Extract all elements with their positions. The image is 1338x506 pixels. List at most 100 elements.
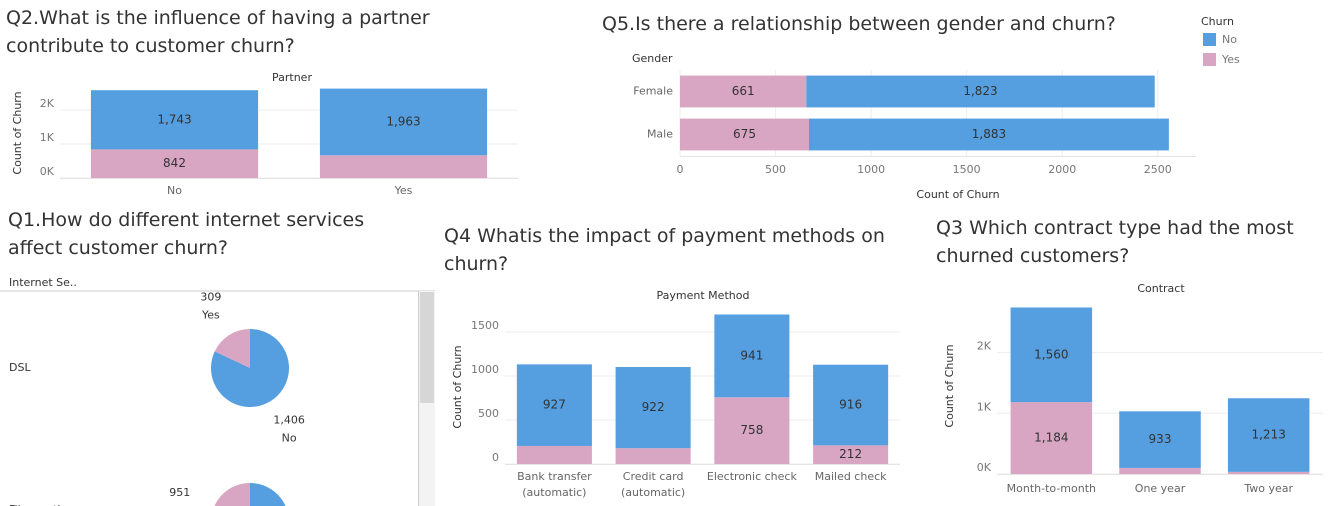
legend-label: Yes <box>1221 53 1240 66</box>
data-label: 1,883 <box>972 127 1006 141</box>
x-tick-label-text: Credit card (automatic) <box>621 470 686 499</box>
y-tick-label: 1000 <box>471 363 499 376</box>
data-label: 212 <box>839 447 862 461</box>
bar-segment <box>615 448 691 464</box>
pie-slice <box>250 483 286 506</box>
bar-segment <box>813 445 889 464</box>
bar-segment <box>516 445 592 464</box>
legend-label: No <box>1222 33 1237 46</box>
x-tick-label: Month-to-month <box>1007 482 1096 495</box>
x-tick-label: 0 <box>677 163 684 176</box>
x-tick-label: Electronic check <box>707 470 797 483</box>
x-tick-label: Mailed check <box>814 470 887 483</box>
legend-swatch <box>1203 33 1216 46</box>
slice-name: Yes <box>201 308 220 321</box>
y-axis-label: Count of Churn <box>11 91 24 174</box>
data-label: 922 <box>642 400 665 414</box>
chart-title: Q5.Is there a relationship between gende… <box>602 13 1116 35</box>
axis-header: Payment Method <box>657 289 750 302</box>
row-label: Fiber optic <box>9 503 66 506</box>
row-label: DSL <box>9 361 31 374</box>
y-tick-label: Male <box>647 128 673 141</box>
y-tick-label: 0K <box>977 461 992 474</box>
data-label: 661 <box>732 84 755 98</box>
bar-segment <box>90 90 259 150</box>
data-label: 1,963 <box>386 114 420 128</box>
y-tick-label: 1K <box>40 131 55 144</box>
bar-segment <box>680 75 807 108</box>
data-label: 675 <box>733 127 756 141</box>
scrollbar-thumb[interactable] <box>420 292 434 403</box>
pie-slice <box>214 483 250 506</box>
y-axis-label: Count of Churn <box>943 344 956 427</box>
x-tick-label: 2500 <box>1144 163 1172 176</box>
bar-segment <box>319 155 488 178</box>
x-tick-label: Credit card (automatic) <box>621 470 686 499</box>
x-tick-label: 1000 <box>857 163 885 176</box>
data-label: 916 <box>839 398 862 412</box>
data-label: 842 <box>163 156 186 170</box>
axis-header: Gender <box>632 52 673 65</box>
bar-segment <box>1227 471 1310 474</box>
chart-title: Q2.What is the influence of having a par… <box>6 7 430 57</box>
data-label: 933 <box>1149 432 1172 446</box>
chart-title: Q1.How do different internet services af… <box>8 209 365 259</box>
x-tick-label: Two year <box>1243 482 1293 495</box>
chart-title: Q3 Which contract type had the most chur… <box>936 217 1294 267</box>
bar-segment <box>516 364 592 446</box>
y-tick-label: 0 <box>492 451 499 464</box>
bar-segment <box>1119 411 1201 468</box>
y-tick-label: 0K <box>40 165 55 178</box>
x-tick-label: Bank transfer (automatic) <box>517 470 592 499</box>
y-axis-label: Count of Churn <box>451 345 464 428</box>
bar-segment <box>714 314 790 398</box>
legend-swatch <box>1203 53 1216 66</box>
y-tick-label: Female <box>633 85 673 98</box>
bar-segment <box>680 118 809 151</box>
x-tick-label: No <box>167 184 182 197</box>
bar-segment <box>1119 467 1201 474</box>
bar-segment <box>714 397 790 464</box>
data-label: 1,184 <box>1034 431 1068 445</box>
x-tick-label-text: Bank transfer (automatic) <box>517 470 592 499</box>
data-label: 1,823 <box>963 84 997 98</box>
axis-header: Internet Se.. <box>9 276 77 289</box>
data-label: 758 <box>740 423 763 437</box>
x-tick-label: 1500 <box>953 163 981 176</box>
bar-segment <box>1227 398 1310 472</box>
data-label: 309 <box>200 290 221 303</box>
x-tick-label: One year <box>1135 482 1186 495</box>
chart-title: Q4 Whatis the impact of payment methods … <box>444 225 885 275</box>
bar-segment <box>615 367 691 449</box>
x-tick-label: 2000 <box>1048 163 1076 176</box>
x-axis-label: Count of Churn <box>916 188 999 201</box>
data-label: 1,213 <box>1251 428 1285 442</box>
bar-segment <box>1010 402 1093 474</box>
bar-segment <box>1010 307 1093 403</box>
y-tick-label: 1500 <box>471 319 499 332</box>
x-tick-label-text: Mailed check <box>814 470 887 483</box>
y-tick-label: 1K <box>977 400 992 413</box>
y-tick-label: 2K <box>977 340 992 353</box>
data-label: 1,560 <box>1034 347 1068 361</box>
data-label: 951 <box>169 486 190 499</box>
slice-name: No <box>282 432 297 445</box>
axis-header: Contract <box>1137 282 1185 295</box>
data-label: 1,743 <box>157 112 191 126</box>
data-label: 941 <box>740 348 763 362</box>
data-label: 927 <box>543 398 566 412</box>
bar-segment <box>90 149 259 178</box>
axis-header: Partner <box>272 71 312 84</box>
y-tick-label: 2K <box>40 97 55 110</box>
pie-slice <box>214 329 250 368</box>
x-tick-label: 500 <box>765 163 786 176</box>
bar-segment <box>813 364 889 446</box>
legend-title: Churn <box>1201 15 1234 28</box>
x-tick-label: Yes <box>394 184 413 197</box>
pie-slice <box>211 329 289 407</box>
bar-segment <box>806 75 1155 108</box>
slice-name: Yes <box>170 504 189 506</box>
y-tick-label: 500 <box>478 407 499 420</box>
